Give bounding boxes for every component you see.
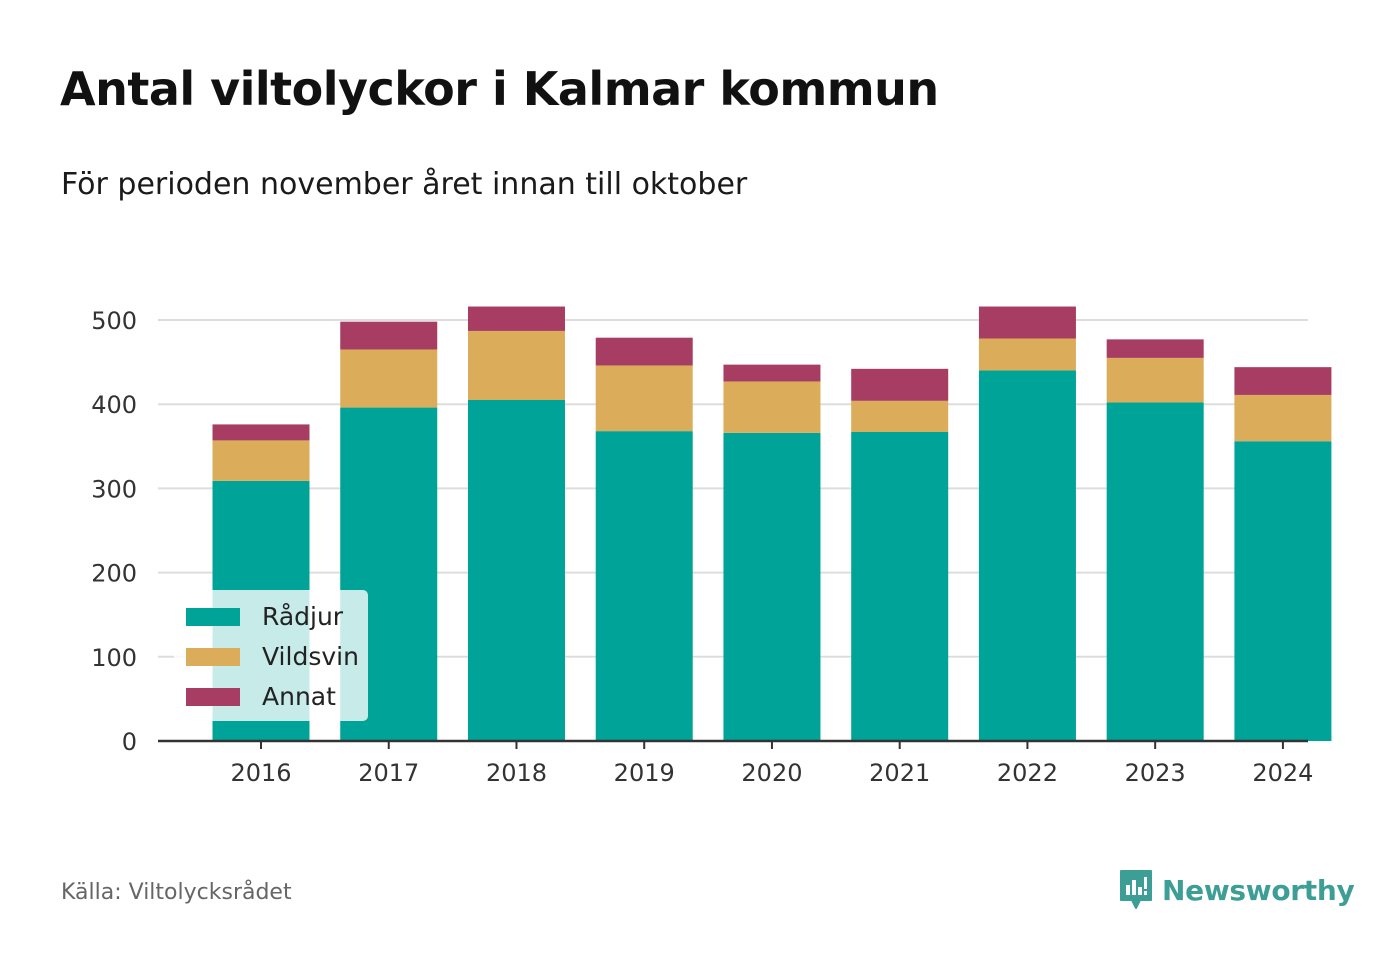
bar-segment-annat-2021[interactable]: [851, 368, 949, 401]
y-tick-label: 500: [91, 307, 137, 335]
bar-segment-radjur-2018[interactable]: [467, 399, 565, 741]
bar-segment-radjur-2022[interactable]: [978, 370, 1076, 741]
legend-label-vildsvin: Vildsvin: [262, 642, 359, 671]
chart-subtitle: För perioden november året innan till ok…: [61, 167, 748, 202]
bar-segment-vildsvin-2022[interactable]: [978, 338, 1076, 371]
legend: Rådjur Vildsvin Annat: [174, 590, 368, 721]
bar-segment-vildsvin-2020[interactable]: [723, 381, 821, 433]
bar-segment-annat-2020[interactable]: [723, 364, 821, 382]
bar-segment-annat-2022[interactable]: [978, 306, 1076, 339]
axes: 0 100 200 300 400 500 2016 2017 2018 2019 2020 2021…: [91, 307, 1313, 787]
bar-segment-annat-2016[interactable]: [212, 424, 310, 441]
legend-swatch-vildsvin: [186, 647, 240, 666]
bar-segment-radjur-2021[interactable]: [851, 431, 949, 741]
bar-segment-annat-2024[interactable]: [1234, 367, 1332, 395]
y-tick-label: 300: [91, 475, 137, 503]
y-tick-label: 100: [91, 644, 137, 672]
legend-item-radjur[interactable]: Rådjur: [186, 602, 343, 631]
brand-name: Newsworthy: [1162, 873, 1355, 907]
y-tick-label: 400: [91, 391, 137, 419]
bar-segment-radjur-2024[interactable]: [1234, 441, 1332, 741]
x-tick-label: 2020: [741, 759, 802, 787]
bar-segment-annat-2017[interactable]: [340, 321, 438, 350]
legend-label-annat: Annat: [262, 682, 336, 711]
bar-segment-annat-2018[interactable]: [467, 306, 565, 331]
bar-segment-annat-2019[interactable]: [595, 337, 693, 366]
chart-title: Antal viltolyckor i Kalmar kommun: [60, 62, 939, 116]
source-note: Källa: Viltolycksrådet: [61, 880, 292, 905]
bar-segment-vildsvin-2016[interactable]: [212, 440, 310, 481]
legend-swatch-radjur: [186, 607, 240, 626]
bar-segment-annat-2023[interactable]: [1106, 339, 1204, 358]
x-tick-label: 2016: [230, 759, 291, 787]
x-tick-label: 2022: [997, 759, 1058, 787]
x-tick-label: 2021: [869, 759, 930, 787]
bar-segment-vildsvin-2021[interactable]: [851, 400, 949, 432]
y-tick-label: 0: [122, 728, 137, 756]
bar-segment-vildsvin-2023[interactable]: [1106, 357, 1204, 403]
legend-swatch-annat: [186, 687, 240, 706]
y-tick-label: 200: [91, 560, 137, 588]
bar-segment-vildsvin-2018[interactable]: [467, 330, 565, 400]
x-tick-label: 2024: [1252, 759, 1313, 787]
x-tick-label: 2017: [358, 759, 419, 787]
x-tick-label: 2019: [614, 759, 675, 787]
newsworthy-logo-icon: [1120, 870, 1152, 909]
bars: [212, 306, 1332, 741]
bar-segment-radjur-2019[interactable]: [595, 431, 693, 741]
x-tick-label: 2018: [486, 759, 547, 787]
brand-logo[interactable]: Newsworthy: [1118, 868, 1355, 912]
legend-label-radjur: Rådjur: [262, 602, 344, 631]
bar-segment-vildsvin-2017[interactable]: [340, 349, 438, 408]
legend-item-vildsvin[interactable]: Vildsvin: [186, 642, 359, 671]
bar-segment-radjur-2020[interactable]: [723, 432, 821, 741]
legend-item-annat[interactable]: Annat: [186, 682, 336, 711]
bar-segment-vildsvin-2019[interactable]: [595, 365, 693, 432]
bar-segment-radjur-2023[interactable]: [1106, 402, 1204, 741]
bar-segment-vildsvin-2024[interactable]: [1234, 394, 1332, 442]
x-tick-label: 2023: [1125, 759, 1186, 787]
